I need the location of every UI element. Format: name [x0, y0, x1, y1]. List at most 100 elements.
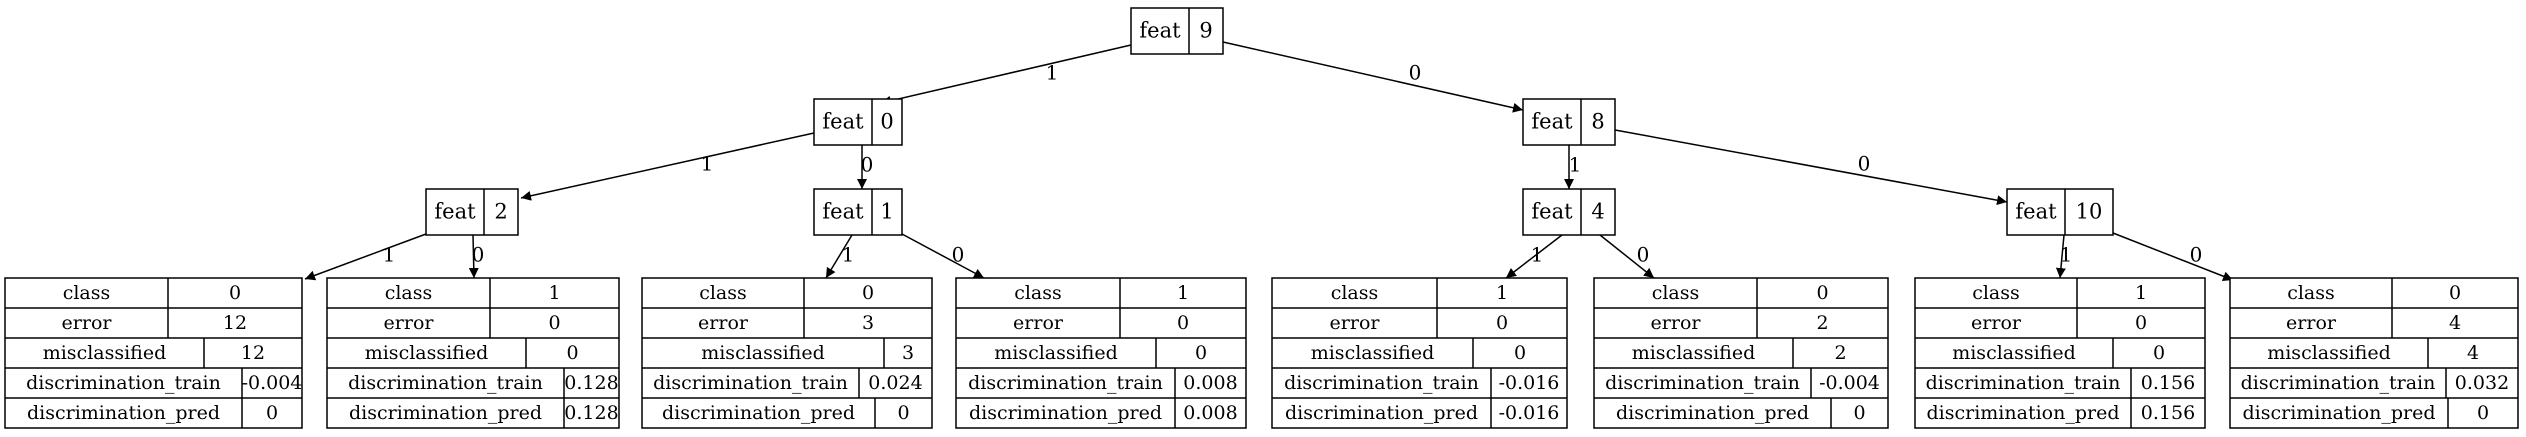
leaf-key-class: class: [1972, 282, 2020, 304]
node-box: [813, 188, 903, 236]
node-feat-label: feat: [2015, 200, 2057, 224]
leaf-box: [641, 277, 933, 429]
leaf-value-discrimination_train: -0.016: [1499, 372, 1560, 394]
leaf-key-class: class: [385, 282, 433, 304]
node-feat-value: 2: [494, 200, 507, 224]
node-box: [2006, 188, 2114, 236]
leaf-key-misclassified: misclassified: [365, 342, 489, 364]
edge-n9-n8: 0: [1222, 41, 1524, 113]
edge-n4-L5: 1: [1505, 234, 1563, 279]
leaf-key-discrimination_train: discrimination_train: [1926, 372, 2121, 394]
edge-label: 0: [1409, 61, 1422, 85]
leaf-key-error: error: [62, 312, 113, 334]
leaf-key-misclassified: misclassified: [1632, 342, 1756, 364]
leaf-key-error: error: [698, 312, 749, 334]
node-feat-label: feat: [822, 200, 864, 224]
leaf-value-discrimination_train: -0.004: [1819, 372, 1880, 394]
node-box: [1130, 7, 1224, 55]
leaf-key-class: class: [1652, 282, 1700, 304]
leaf-value-error: 4: [2449, 312, 2461, 334]
tree-node-feat-9: feat 9: [1130, 7, 1224, 55]
leaf-value-discrimination_pred: -0.016: [1499, 402, 1560, 424]
edge-n2-L1: 1: [304, 233, 427, 281]
leaf-value-class: 1: [548, 282, 560, 304]
leaf-value-class: 0: [2449, 282, 2461, 304]
edge-label: 1: [1569, 153, 1582, 177]
node-box: [425, 188, 519, 236]
leaf-value-misclassified: 0: [1195, 342, 1207, 364]
leaf-value-misclassified: 2: [1834, 342, 1846, 364]
leaf-value-error: 0: [2135, 312, 2147, 334]
leaf-key-discrimination_train: discrimination_train: [968, 372, 1163, 394]
leaf-value-misclassified: 4: [2467, 342, 2479, 364]
leaf-value-class: 0: [229, 282, 241, 304]
leaf-node-L3: class 0 error 3 misclassified 3 discrimination…: [641, 277, 933, 429]
leaf-key-discrimination_pred: discrimination_pred: [1285, 402, 1478, 424]
edge-n0-n2: 1: [520, 132, 815, 201]
node-feat-label: feat: [822, 110, 864, 134]
edge-label: 0: [472, 243, 485, 267]
leaf-value-discrimination_pred: 0.008: [1183, 402, 1237, 424]
tree-node-feat-8: feat 8: [1522, 98, 1616, 146]
leaf-key-error: error: [1330, 312, 1381, 334]
leaf-key-class: class: [699, 282, 747, 304]
leaf-value-misclassified: 12: [241, 342, 265, 364]
leaf-box: [1914, 277, 2206, 429]
edge-line: [2112, 232, 2234, 282]
leaf-key-misclassified: misclassified: [43, 342, 167, 364]
edge-line: [468, 234, 479, 279]
leaf-key-discrimination_pred: discrimination_pred: [662, 402, 855, 424]
edge-n10-L7: 1: [2055, 234, 2073, 279]
node-feat-value: 10: [2076, 200, 2103, 224]
leaf-key-discrimination_train: discrimination_train: [1284, 372, 1479, 394]
leaf-key-misclassified: misclassified: [994, 342, 1118, 364]
node-feat-label: feat: [1139, 19, 1181, 43]
edge-n1-L3: 1: [825, 234, 854, 279]
leaf-value-error: 2: [1816, 312, 1828, 334]
edge-label: 0: [861, 153, 874, 177]
edge-label: 1: [701, 152, 714, 176]
edge-label: 1: [1046, 61, 1059, 85]
leaf-value-error: 0: [548, 312, 560, 334]
leaf-key-discrimination_pred: discrimination_pred: [27, 402, 220, 424]
edge-line: [825, 234, 853, 279]
leaf-value-misclassified: 0: [2153, 342, 2165, 364]
leaf-value-discrimination_train: -0.004: [242, 372, 303, 394]
node-feat-value: 9: [1199, 19, 1212, 43]
leaf-value-discrimination_pred: 0: [266, 402, 278, 424]
node-box: [813, 98, 903, 146]
leaf-key-error: error: [2286, 312, 2337, 334]
edge-line: [2055, 234, 2066, 279]
node-box: [1522, 98, 1616, 146]
leaf-value-discrimination_pred: 0: [2477, 402, 2489, 424]
leaf-key-discrimination_pred: discrimination_pred: [1927, 402, 2120, 424]
leaf-value-discrimination_train: 0.156: [2141, 372, 2195, 394]
tree-node-feat-4: feat 4: [1522, 188, 1616, 236]
leaf-key-class: class: [63, 282, 111, 304]
leaf-value-discrimination_train: 0.024: [868, 372, 922, 394]
leaf-box: [4, 277, 303, 429]
edge-n9-n0: 1: [880, 44, 1132, 106]
leaf-node-L7: class 1 error 0 misclassified 0 discrimination…: [1914, 277, 2206, 429]
edge-label: 1: [2060, 243, 2073, 267]
leaf-value-misclassified: 0: [566, 342, 578, 364]
leaf-key-class: class: [1014, 282, 1062, 304]
leaf-key-discrimination_train: discrimination_train: [1605, 372, 1800, 394]
leaf-value-class: 1: [1496, 282, 1508, 304]
leaf-key-discrimination_train: discrimination_train: [653, 372, 848, 394]
leaf-value-class: 0: [862, 282, 874, 304]
leaf-key-error: error: [1013, 312, 1064, 334]
edge-n4-L6: 0: [1599, 234, 1655, 279]
leaf-value-class: 0: [1816, 282, 1828, 304]
leaf-key-misclassified: misclassified: [1952, 342, 2076, 364]
edges-layer: 1 01 0 1 01 0 1 0 1 0 1 0: [304, 41, 2234, 282]
edge-line: [1222, 41, 1524, 113]
edge-line: [1505, 234, 1563, 279]
node-feat-value: 8: [1591, 110, 1604, 134]
leaf-key-error: error: [1971, 312, 2022, 334]
edge-n0-n1: 0: [857, 145, 874, 189]
leaf-key-error: error: [384, 312, 435, 334]
leaf-node-L8: class 0 error 4 misclassified 4 discrimination…: [2229, 277, 2519, 429]
leaf-box: [2229, 277, 2519, 429]
